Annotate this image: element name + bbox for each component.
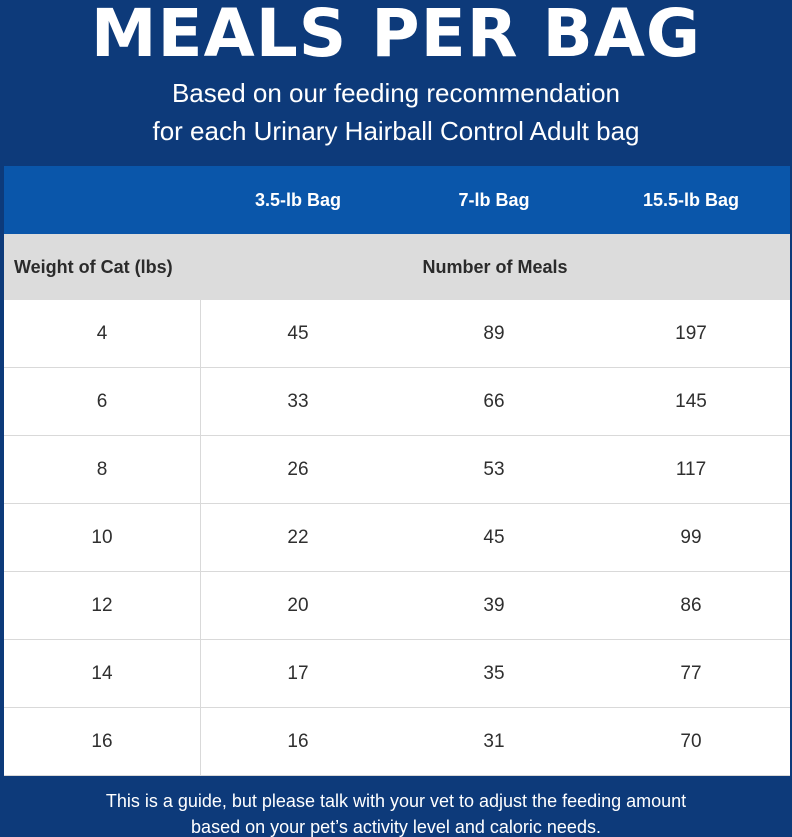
cat-weight: 10 [91,527,113,548]
subtitle-line-2: for each Urinary Hairball Control Adult … [152,116,640,146]
meals-table: 3.5-lb Bag 7-lb Bag 15.5-lb Bag Weight o… [4,166,790,776]
cat-weight: 16 [91,731,113,752]
meals-3-5lb: 16 [287,731,309,752]
meals-15-5lb: 99 [680,527,702,548]
table-row: 6 33 66 145 [4,368,790,436]
header: MEALS PER BAG Based on our feeding recom… [0,0,792,166]
meals-15-5lb: 86 [680,595,702,616]
meals-3-5lb: 26 [287,459,309,480]
cat-weight: 8 [96,459,108,480]
table-row: 16 16 31 70 [4,708,790,776]
meals-15-5lb: 145 [675,391,707,412]
meals-3-5lb: 45 [287,323,309,344]
meals-15-5lb: 117 [675,459,707,480]
meals-15-5lb: 77 [680,663,702,684]
meals-7lb: 53 [483,459,505,480]
number-of-meals-label: Number of Meals [422,257,568,277]
bag-size-header-row: 3.5-lb Bag 7-lb Bag 15.5-lb Bag [4,166,790,234]
meals-15-5lb: 197 [675,323,707,344]
cat-weight: 6 [96,391,108,412]
page-title: MEALS PER BAG [90,0,702,72]
meals-7lb: 39 [483,595,505,616]
meals-3-5lb: 17 [287,663,309,684]
bag-size-15-5lb: 15.5-lb Bag [642,190,740,210]
subtitle: Based on our feeding recommendation for … [0,74,792,150]
cat-weight: 4 [96,323,108,344]
cat-weight: 12 [91,595,113,616]
subtitle-line-1: Based on our feeding recommendation [171,78,621,108]
meals-7lb: 45 [483,527,505,548]
label-row: Weight of Cat (lbs) Number of Meals [4,234,790,300]
meals-3-5lb: 22 [287,527,309,548]
bag-size-7lb: 7-lb Bag [458,190,530,210]
meals-15-5lb: 70 [680,731,702,752]
footer-line-2: based on your pet’s activity level and c… [191,817,601,837]
meals-7lb: 66 [483,391,505,412]
meals-7lb: 35 [483,663,505,684]
table-row: 10 22 45 99 [4,504,790,572]
meals-7lb: 89 [483,323,505,344]
weight-column-divider [200,300,201,776]
cat-weight: 14 [91,663,113,684]
footer-note: This is a guide, but please talk with yo… [0,776,792,837]
table-row: 4 45 89 197 [4,300,790,368]
meals-7lb: 31 [483,731,505,752]
table-row: 14 17 35 77 [4,640,790,708]
footer-line-1: This is a guide, but please talk with yo… [105,791,687,811]
weight-of-cat-label: Weight of Cat (lbs) [14,257,173,277]
table-row: 8 26 53 117 [4,436,790,504]
bag-size-3-5lb: 3.5-lb Bag [254,190,342,210]
meals-3-5lb: 33 [287,391,309,412]
meals-3-5lb: 20 [287,595,309,616]
table-row: 12 20 39 86 [4,572,790,640]
